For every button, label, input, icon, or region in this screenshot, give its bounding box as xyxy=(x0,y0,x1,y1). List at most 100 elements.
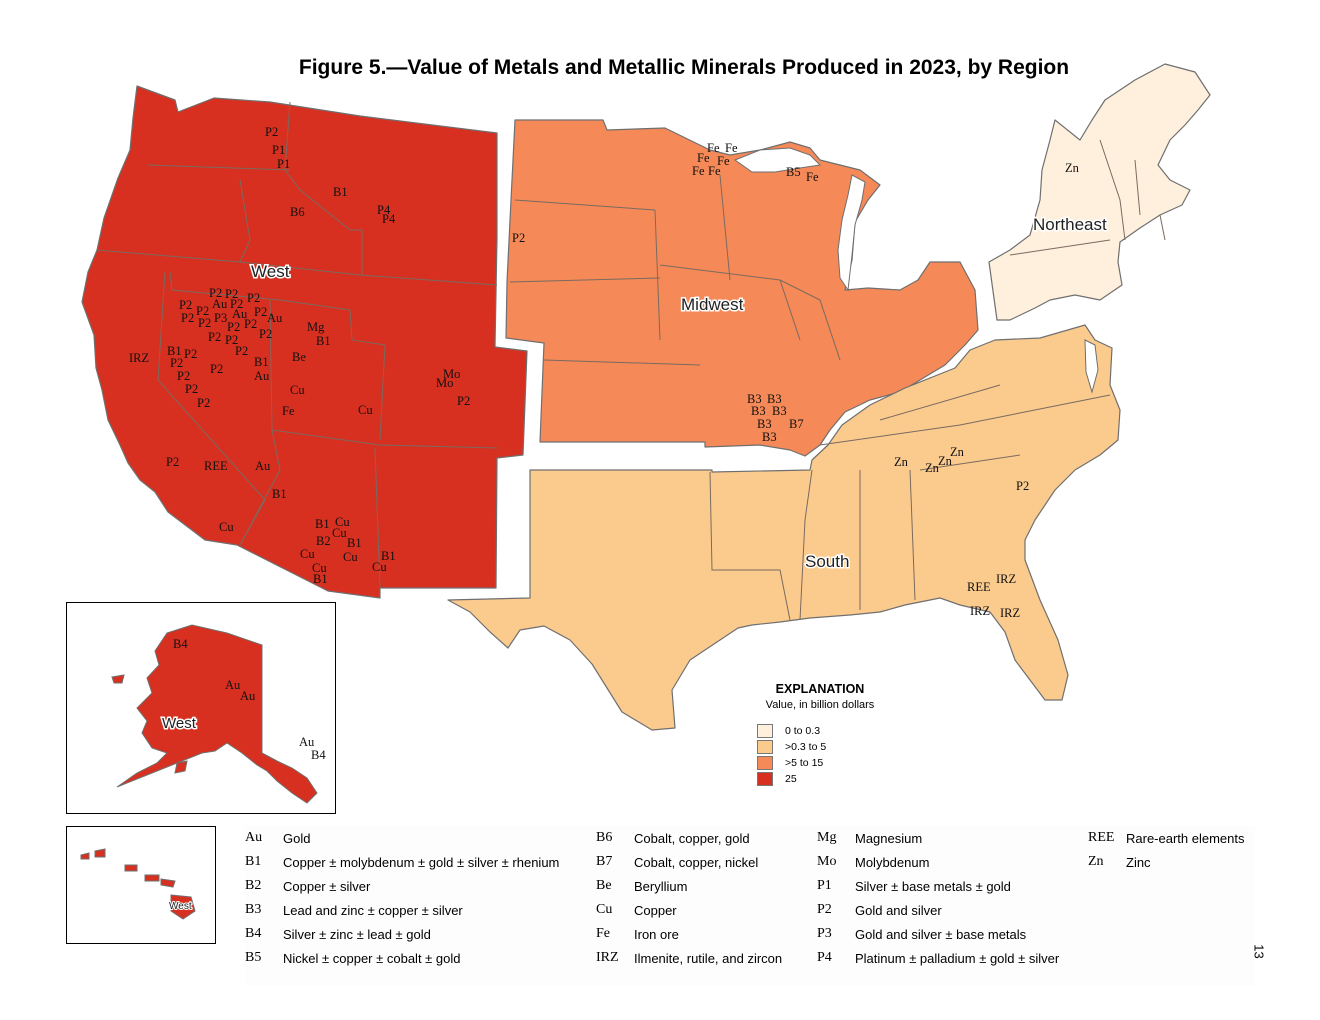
commodity-label: P2 xyxy=(230,297,243,311)
region-west[interactable] xyxy=(81,85,528,599)
commodity-label: Be xyxy=(292,350,306,364)
commodity-label: P2 xyxy=(210,362,223,376)
commodity-label: P2 xyxy=(197,396,210,410)
commodity-label: P1 xyxy=(277,157,290,171)
legend-desc: Gold and silver ± base metals xyxy=(855,926,1027,942)
state-boundaries xyxy=(96,101,1166,621)
legend-code: P2 xyxy=(817,902,832,917)
legend-item: Mo Molybdenum xyxy=(817,850,1059,874)
swatch-label: >5 to 15 xyxy=(785,757,824,769)
region-label-midwest: Midwest xyxy=(681,295,744,314)
commodity-label: P2 xyxy=(254,305,267,319)
legend-desc: Molybdenum xyxy=(855,854,930,870)
figure-title: Figure 5.—Value of Metals and Metallic M… xyxy=(298,56,1070,79)
commodity-labels-south: Zn Zn Zn P2 REE IRZ IRZ IRZ Zn xyxy=(894,445,1029,620)
legend-item: P4 Platinum ± palladium ± gold ± silver xyxy=(817,946,1059,970)
commodity-label: Zn xyxy=(925,461,940,475)
alaska-map: B4 Au Au Au B4 West xyxy=(111,624,326,804)
legend-code: REE xyxy=(1088,830,1115,845)
commodity-label: P2 xyxy=(209,286,222,300)
commodity-label: Zn xyxy=(1065,161,1080,175)
commodity-label: B4 xyxy=(173,637,188,651)
swatch xyxy=(757,724,773,738)
legend-code: P3 xyxy=(817,926,832,941)
legend-code: B2 xyxy=(245,878,262,893)
commodity-label: P2 xyxy=(184,347,197,361)
commodity-label: B1 xyxy=(313,572,328,586)
commodity-legend: Au Gold B1 Copper ± molybdenum ± gold ± si… xyxy=(245,826,1255,986)
commodity-label: P4 xyxy=(377,203,391,217)
commodity-label: Cu xyxy=(312,561,327,575)
commodity-label: REE xyxy=(204,459,228,473)
commodity-label: P2 xyxy=(225,287,238,301)
map-explanation: EXPLANATION Value, in billion dollars 0 … xyxy=(745,682,895,787)
swatch-label: 0 to 0.3 xyxy=(785,725,821,737)
commodity-label: Au xyxy=(240,689,256,703)
region-northeast[interactable] xyxy=(988,63,1211,321)
legend-item: B7 Cobalt, copper, nickel xyxy=(596,850,782,874)
commodity-label: Cu xyxy=(300,547,315,561)
legend-desc: Magnesium xyxy=(855,830,923,846)
legend-code: P4 xyxy=(817,950,832,965)
legend-code: Mg xyxy=(817,830,837,845)
legend-item: Mg Magnesium xyxy=(817,826,1059,850)
legend-desc: Lead and zinc ± copper ± silver xyxy=(283,902,463,918)
commodity-label: Au xyxy=(299,735,315,749)
commodity-label: P2 xyxy=(179,298,192,312)
commodity-label: B3 xyxy=(747,392,762,406)
commodity-label: P2 xyxy=(265,125,278,139)
commodity-label: B1 xyxy=(316,334,331,348)
commodity-labels-midwest: Fe Fe Fe Fe Fe Fe B5 Fe P2 B3 B3 B3 B3 B… xyxy=(512,141,819,444)
legend-item: B3 Lead and zinc ± copper ± silver xyxy=(245,898,559,922)
hawaii-map: West xyxy=(80,848,196,920)
commodity-label: Fe xyxy=(708,164,721,178)
legend-column: REE Rare-earth elements Zn Zinc xyxy=(1088,826,1245,874)
alaska-inset: B4 Au Au Au B4 West xyxy=(66,602,336,814)
legend-code: P1 xyxy=(817,878,832,893)
legend-item: Fe Iron ore xyxy=(596,922,782,946)
explanation-class: 0 to 0.3 xyxy=(757,723,895,739)
legend-code: Fe xyxy=(596,926,610,941)
commodity-label: Au xyxy=(254,369,270,383)
commodity-labels-west: P2 P1 P1 B1 B6 P4 P4 P2 P2 Au P2 P2 P2 P… xyxy=(129,125,470,586)
commodity-label: Fe xyxy=(697,151,710,165)
commodity-label: IRZ xyxy=(970,604,990,618)
legend-item: P3 Gold and silver ± base metals xyxy=(817,922,1059,946)
legend-item: REE Rare-earth elements xyxy=(1088,826,1245,850)
commodity-label: P2 xyxy=(208,330,221,344)
legend-item: P1 Silver ± base metals ± gold xyxy=(817,874,1059,898)
explanation-subtitle: Value, in billion dollars xyxy=(765,699,875,711)
commodity-label: Cu xyxy=(343,550,358,564)
legend-desc: Rare-earth elements xyxy=(1126,830,1245,846)
commodity-label: B1 xyxy=(254,355,269,369)
region-label-northeast: Northeast xyxy=(1033,215,1107,234)
legend-item: B4 Silver ± zinc ± lead ± gold xyxy=(245,922,559,946)
commodity-label: Cu xyxy=(372,560,387,574)
commodity-label: B1 xyxy=(381,549,396,563)
swatch-label: 25 xyxy=(785,773,797,785)
legend-item: Zn Zinc xyxy=(1088,850,1245,874)
legend-code: Mo xyxy=(817,854,837,869)
legend-code: IRZ xyxy=(596,950,619,965)
region-label-hawaii: West xyxy=(169,901,192,912)
commodity-label: B1 xyxy=(333,185,348,199)
commodity-label: P2 xyxy=(247,291,260,305)
commodity-label: Zn xyxy=(950,445,965,459)
commodity-label: P2 xyxy=(227,320,240,334)
commodity-label: B3 xyxy=(757,417,772,431)
legend-code: B3 xyxy=(245,902,262,917)
legend-desc: Gold and silver xyxy=(855,902,942,918)
region-alaska[interactable] xyxy=(116,624,318,804)
legend-desc: Cobalt, copper, nickel xyxy=(634,854,759,870)
commodity-label: Fe xyxy=(282,404,295,418)
commodity-label: Fe xyxy=(806,170,819,184)
legend-item: IRZ Ilmenite, rutile, and zircon xyxy=(596,946,782,970)
legend-item: B2 Copper ± silver xyxy=(245,874,559,898)
commodity-label: P2 xyxy=(166,455,179,469)
legend-column: B6 Cobalt, copper, gold B7 Cobalt, copper,… xyxy=(596,826,782,970)
legend-desc: Zinc xyxy=(1126,854,1151,870)
commodity-label: P2 xyxy=(177,369,190,383)
legend-desc: Copper ± silver xyxy=(283,878,371,894)
legend-desc: Copper xyxy=(634,902,677,918)
